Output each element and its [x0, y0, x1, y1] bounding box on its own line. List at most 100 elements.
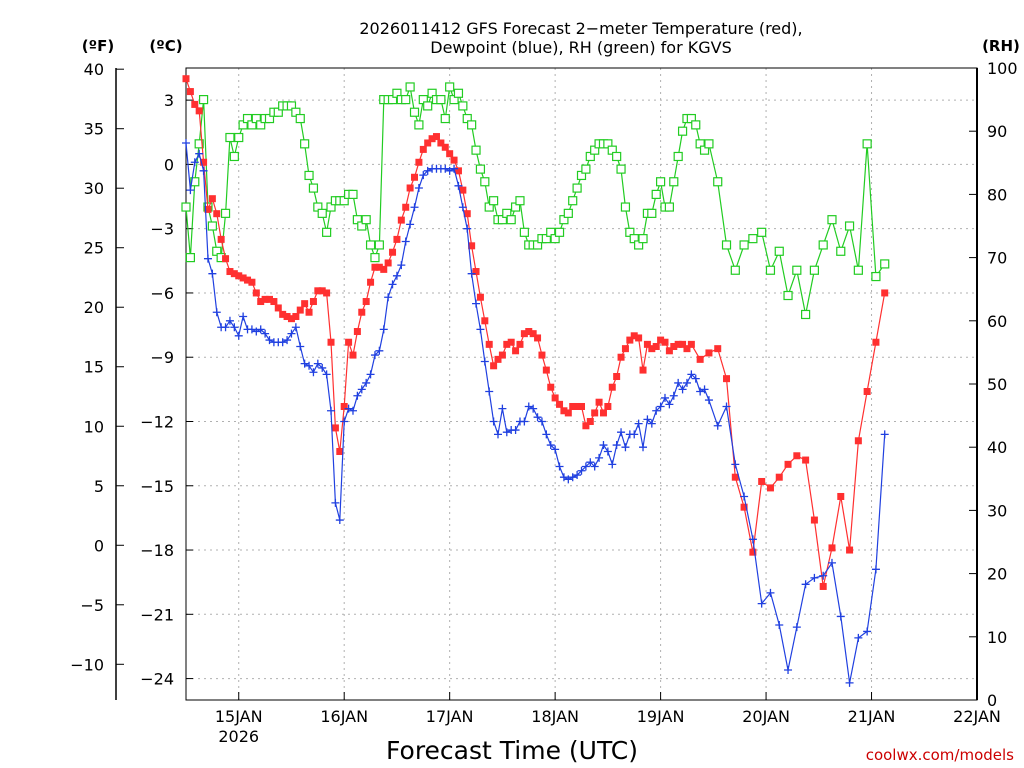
- rh-point: [871, 271, 881, 282]
- dewpoint-point: [247, 325, 256, 334]
- rh-point: [792, 265, 802, 275]
- temperature-point: [775, 473, 783, 481]
- temperature-point: [340, 402, 348, 410]
- rh-point: [370, 253, 380, 263]
- temperature-point: [854, 437, 862, 445]
- dewpoint-point: [261, 329, 270, 338]
- temperature-point: [507, 338, 515, 346]
- dewpoint-point: [472, 299, 481, 308]
- dewpoint-point: [551, 445, 560, 454]
- temperature-point: [674, 340, 682, 348]
- dewpoint-point: [265, 336, 274, 345]
- temperature-point: [437, 139, 445, 147]
- temperature-point: [657, 336, 665, 344]
- rh-point: [691, 120, 701, 130]
- rh-point: [308, 183, 319, 193]
- temperature-point: [498, 351, 506, 359]
- temperature-point: [248, 278, 256, 286]
- temperature-point: [578, 402, 585, 410]
- dewpoint-point: [256, 325, 265, 334]
- rh-tick-label: 80: [987, 185, 1007, 204]
- temperature-point: [301, 300, 309, 308]
- rh-point: [669, 177, 679, 187]
- temperature-point: [208, 195, 216, 203]
- dewpoint-point: [397, 261, 406, 270]
- rh-tick-label: 70: [987, 249, 1007, 268]
- temperature-point: [222, 255, 230, 263]
- temperature-point: [591, 409, 599, 417]
- rh-point: [198, 94, 209, 105]
- temperature-point: [186, 88, 194, 96]
- rh-point: [721, 240, 732, 250]
- dewpoint-point: [595, 453, 604, 462]
- fahrenheit-tick-label: 30: [84, 179, 104, 198]
- dewpoint-point: [335, 516, 344, 525]
- dewpoint-point: [230, 323, 239, 332]
- rh-point: [519, 227, 529, 237]
- dewpoint-point: [599, 441, 608, 450]
- temperature-point: [538, 351, 546, 359]
- temperature-point: [446, 150, 454, 158]
- dewpoint-point: [713, 421, 722, 430]
- rh-point: [836, 246, 846, 256]
- temperature-point: [397, 216, 405, 224]
- temperature-point: [270, 298, 278, 306]
- time-tick-label: 16JAN: [320, 707, 368, 726]
- dewpoint-point: [318, 363, 327, 372]
- temperature-point: [652, 343, 660, 351]
- temperature-point: [226, 268, 234, 276]
- temperature-point: [362, 298, 370, 306]
- dewpoint-point: [784, 666, 793, 675]
- dewpoint-point: [586, 458, 595, 467]
- rh-point: [554, 227, 565, 237]
- dewpoint-point: [221, 323, 230, 332]
- rh-point: [651, 189, 661, 199]
- temperature-point: [529, 330, 537, 338]
- rh-tick-label: 30: [987, 501, 1007, 520]
- rh-point: [348, 189, 358, 199]
- temperature-point: [485, 340, 493, 348]
- dewpoint-point: [854, 633, 863, 642]
- dewpoint-point: [871, 565, 880, 574]
- chart-title-line-1: 2026011412 GFS Forecast 2−meter Temperat…: [359, 19, 802, 38]
- temperature-point: [432, 133, 440, 141]
- temperature-point: [512, 347, 520, 355]
- rh-point: [765, 265, 776, 275]
- dewpoint-point: [239, 312, 248, 321]
- rh-tick-label: 20: [987, 565, 1007, 584]
- dewpoint-point: [700, 385, 709, 394]
- temperature-point: [648, 345, 656, 353]
- dewpoint-line: [185, 142, 886, 684]
- dewpoint-point: [568, 473, 577, 482]
- rh-point: [194, 139, 204, 149]
- temperature-point: [283, 313, 291, 321]
- temperature-point: [230, 270, 238, 278]
- rh-point: [862, 139, 872, 149]
- rh-tick-label: 60: [987, 312, 1007, 331]
- temperature-point: [450, 156, 458, 164]
- temperature-point: [714, 345, 722, 353]
- dewpoint-point: [678, 385, 687, 394]
- temperature-point: [353, 328, 361, 336]
- temperature-point: [547, 383, 555, 391]
- dewpoint-point: [577, 466, 586, 475]
- dewpoint-point: [362, 378, 371, 387]
- dewpoint-point: [327, 406, 336, 415]
- dewpoint-point: [630, 430, 639, 439]
- temperature-point: [384, 259, 392, 267]
- celsius-tick-label: 0: [164, 155, 174, 174]
- temperature-point: [639, 366, 647, 374]
- dewpoint-point: [348, 406, 357, 415]
- dewpoint-point: [537, 417, 546, 426]
- temperature-point: [723, 375, 731, 383]
- dewpoint-point: [366, 370, 375, 379]
- temperature-point: [358, 308, 366, 316]
- rh-point: [361, 215, 371, 225]
- temperature-point: [679, 340, 687, 348]
- temperature-point: [428, 135, 436, 143]
- rh-point: [220, 208, 231, 218]
- temperature-point: [327, 338, 335, 346]
- temperature-point: [336, 447, 344, 455]
- temperature-point: [626, 336, 634, 344]
